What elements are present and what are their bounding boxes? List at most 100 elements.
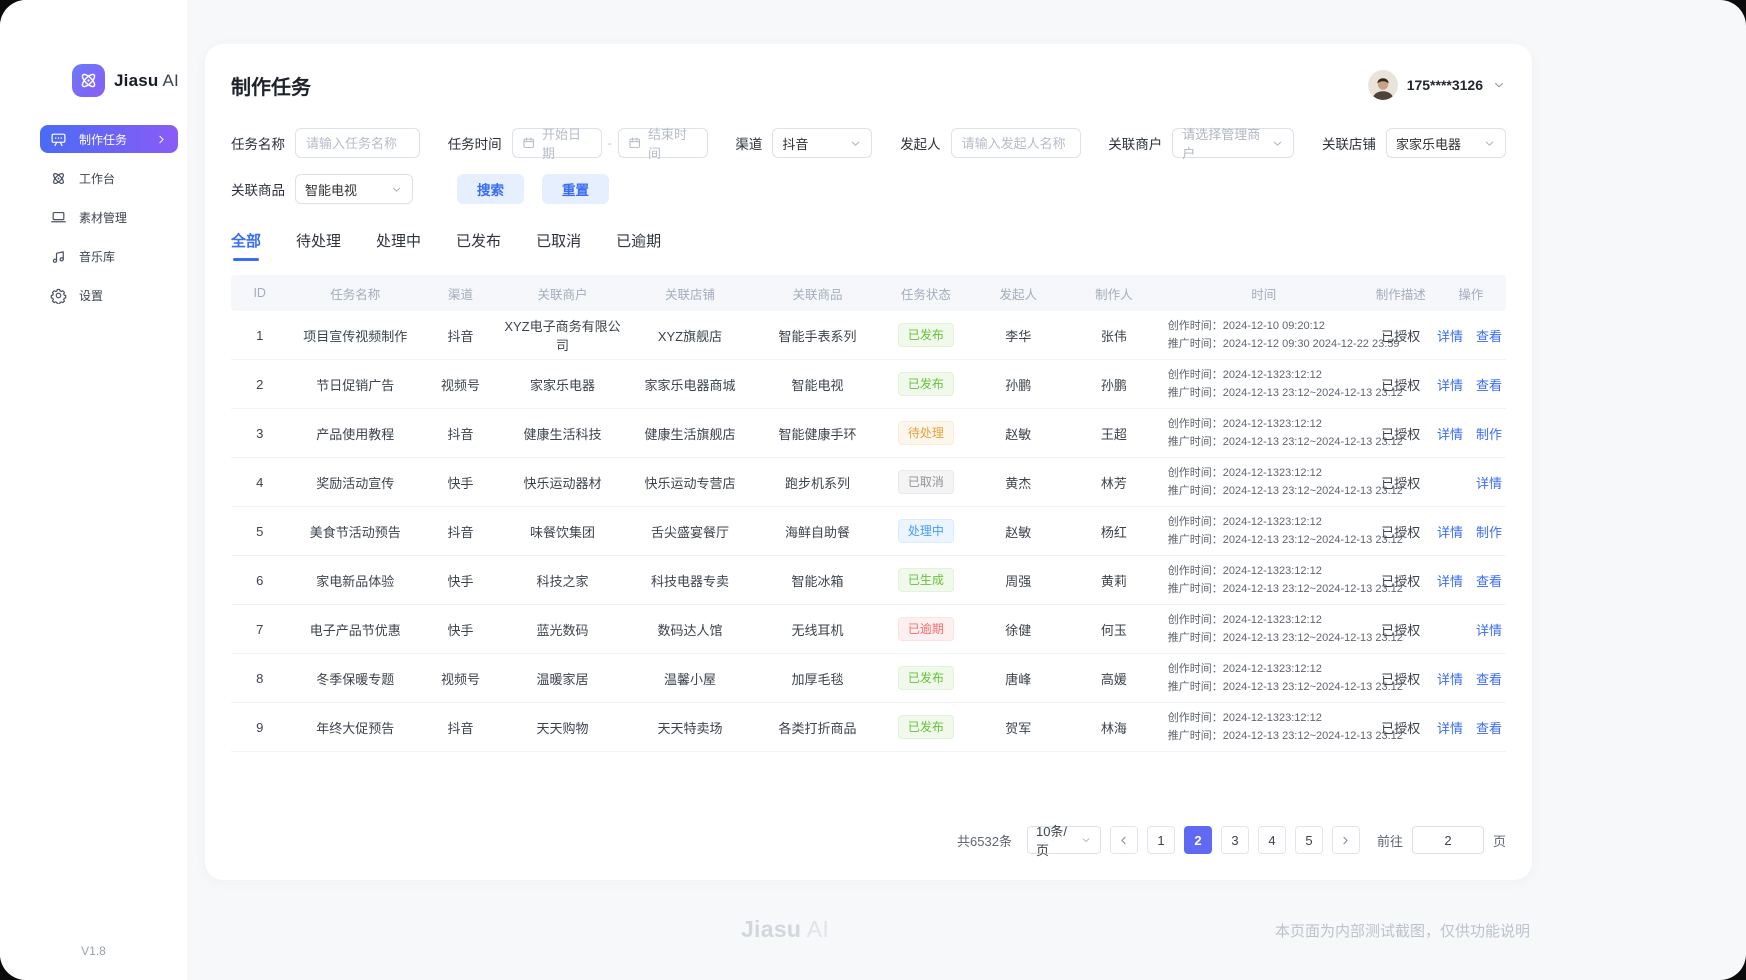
sidebar-item-music[interactable]: 音乐库: [40, 242, 178, 270]
action-detail[interactable]: 详情: [1436, 573, 1463, 589]
task-name-input-wrap: [295, 128, 420, 158]
product-label: 关联商品: [231, 183, 285, 198]
store-select[interactable]: 家家乐电器: [1385, 128, 1506, 158]
action-view[interactable]: 查看: [1475, 671, 1502, 687]
cell-initiator: 徐健: [1005, 622, 1032, 638]
create-time: 创作时间：2024-12-1323:12:12: [1167, 466, 1322, 479]
next-page-button[interactable]: [1331, 826, 1360, 854]
action-view[interactable]: 查看: [1475, 328, 1502, 344]
page-button-2[interactable]: 2: [1183, 826, 1212, 854]
action-detail[interactable]: 详情: [1436, 328, 1463, 344]
tab-overdue[interactable]: 已逾期: [616, 233, 662, 250]
page-header: 制作任务 175****3126: [231, 44, 1506, 118]
main-area: 制作任务 175****3126 任务名称 任务时间 开始日期: [187, 0, 1746, 980]
cell-name: 电子产品节优惠: [309, 622, 401, 638]
cell-time: 创作时间：2024-12-1323:12:12 推广时间：2024-12-13 2…: [1162, 562, 1403, 598]
page-button-4[interactable]: 4: [1257, 826, 1286, 854]
chevron-left-icon: [1117, 834, 1130, 847]
cell-store: 科技电器专卖: [650, 573, 729, 589]
cell-product: 智能冰箱: [791, 573, 844, 589]
laptop-icon: [50, 209, 67, 226]
page-button-3[interactable]: 3: [1220, 826, 1249, 854]
cell-status: 已发布: [881, 715, 970, 739]
create-time: 创作时间：2024-12-1323:12:12: [1167, 515, 1322, 528]
action-detail[interactable]: 详情: [1475, 475, 1502, 491]
tab-cancelled[interactable]: 已取消: [536, 233, 582, 250]
status-badge: 已取消: [897, 470, 954, 494]
action-produce[interactable]: 制作: [1475, 426, 1502, 442]
chevron-down-icon: [1483, 137, 1496, 150]
sidebar-item-workbench[interactable]: 工作台: [40, 164, 178, 192]
goto-page-input[interactable]: [1411, 826, 1484, 854]
reset-button[interactable]: 重置: [542, 174, 609, 204]
cell-ops: 详情 制作: [1436, 424, 1506, 443]
filter-task-name: 任务名称: [231, 128, 420, 158]
cell-initiator: 赵敏: [1005, 426, 1032, 442]
action-detail[interactable]: 详情: [1475, 622, 1502, 638]
channel-select[interactable]: 抖音: [772, 128, 873, 158]
action-view[interactable]: 查看: [1475, 720, 1502, 736]
initiator-input[interactable]: [951, 129, 1080, 157]
cell-merchant: 味餐饮集团: [529, 524, 595, 540]
cell-channel: 视频号: [440, 671, 480, 687]
date-separator: -: [607, 136, 612, 150]
status-badge: 已发布: [897, 715, 954, 739]
task-name-input[interactable]: [296, 129, 419, 157]
action-produce[interactable]: 制作: [1475, 524, 1502, 540]
cell-status: 已发布: [881, 666, 970, 690]
page-size-select[interactable]: 10条/页: [1026, 824, 1101, 858]
sidebar-item-settings[interactable]: 设置: [40, 281, 178, 309]
filter-row-1: 任务名称 任务时间 开始日期 - 结束时间 渠道 抖音 发起人: [231, 127, 1506, 161]
action-view[interactable]: 查看: [1475, 573, 1502, 589]
action-detail[interactable]: 详情: [1436, 377, 1463, 393]
table-row: 4 奖励活动宣传 快手 快乐运动器材 快乐运动专营店 跑步机系列 已取消 黄杰 林芳 创作时间：2…: [231, 458, 1506, 507]
tab-pending[interactable]: 待处理: [296, 233, 342, 250]
cell-name: 冬季保暖专题: [316, 671, 395, 687]
search-button[interactable]: 搜索: [457, 174, 524, 204]
action-detail[interactable]: 详情: [1436, 426, 1463, 442]
cell-store: 温馨小屋: [663, 671, 716, 687]
product-select[interactable]: 智能电视: [295, 174, 413, 204]
tab-published[interactable]: 已发布: [456, 233, 502, 250]
tab-processing[interactable]: 处理中: [376, 233, 422, 250]
action-detail[interactable]: 详情: [1436, 524, 1463, 540]
avatar[interactable]: [1367, 70, 1398, 100]
calendar-icon: [522, 136, 535, 150]
prev-page-button[interactable]: [1109, 826, 1138, 854]
cell-store: 数码达人馆: [657, 622, 723, 638]
action-detail[interactable]: 详情: [1436, 720, 1463, 736]
create-time: 创作时间：2024-12-10 09:20:12: [1167, 319, 1325, 332]
end-date-picker[interactable]: 结束时间: [617, 127, 708, 161]
promo-time: 推广时间：2024-12-13 23:12~2024-12-13 23:12: [1167, 387, 1403, 399]
start-date-picker[interactable]: 开始日期: [511, 127, 602, 161]
cell-initiator: 李华: [1005, 328, 1032, 344]
cell-product: 海鲜自助餐: [784, 524, 850, 540]
action-view[interactable]: 查看: [1475, 377, 1502, 393]
promo-time: 推广时间：2024-12-13 23:12~2024-12-13 23:12: [1167, 436, 1403, 448]
page-button-5[interactable]: 5: [1294, 826, 1323, 854]
promo-time: 推广时间：2024-12-13 23:12~2024-12-13 23:12: [1167, 730, 1403, 742]
user-menu[interactable]: 175****3126: [1367, 70, 1506, 100]
status-tabs: 全部 待处理 处理中 已发布 已取消 已逾期: [231, 230, 1506, 261]
cell-product: 无线耳机: [791, 622, 844, 638]
cell-id: 1: [256, 327, 264, 343]
page-button-1[interactable]: 1: [1146, 826, 1175, 854]
filter-channel: 渠道 抖音: [735, 128, 873, 158]
sidebar-item-tasks[interactable]: 制作任务: [40, 125, 178, 153]
tab-all[interactable]: 全部: [231, 230, 261, 261]
status-badge: 已发布: [897, 323, 954, 347]
sidebar-item-label: 工作台: [79, 171, 116, 186]
watermark-light: AI: [806, 916, 830, 942]
watermark-bold: Jiasu: [740, 916, 802, 942]
sidebar-item-materials[interactable]: 素材管理: [40, 203, 178, 231]
cell-ops: 详情 制作: [1436, 522, 1506, 541]
create-time: 创作时间：2024-12-1323:12:12: [1167, 662, 1322, 675]
column-header-initiator: 发起人: [999, 287, 1038, 302]
cell-desc: 已授权: [1381, 622, 1421, 638]
cell-time: 创作时间：2024-12-10 09:20:12 推广时间：2024-12-12 …: [1162, 317, 1400, 353]
action-detail[interactable]: 详情: [1436, 671, 1463, 687]
merchant-select[interactable]: 请选择管理商户: [1172, 127, 1295, 161]
cell-desc: 已授权: [1381, 426, 1421, 442]
cell-time: 创作时间：2024-12-1323:12:12 推广时间：2024-12-13 2…: [1162, 464, 1403, 500]
